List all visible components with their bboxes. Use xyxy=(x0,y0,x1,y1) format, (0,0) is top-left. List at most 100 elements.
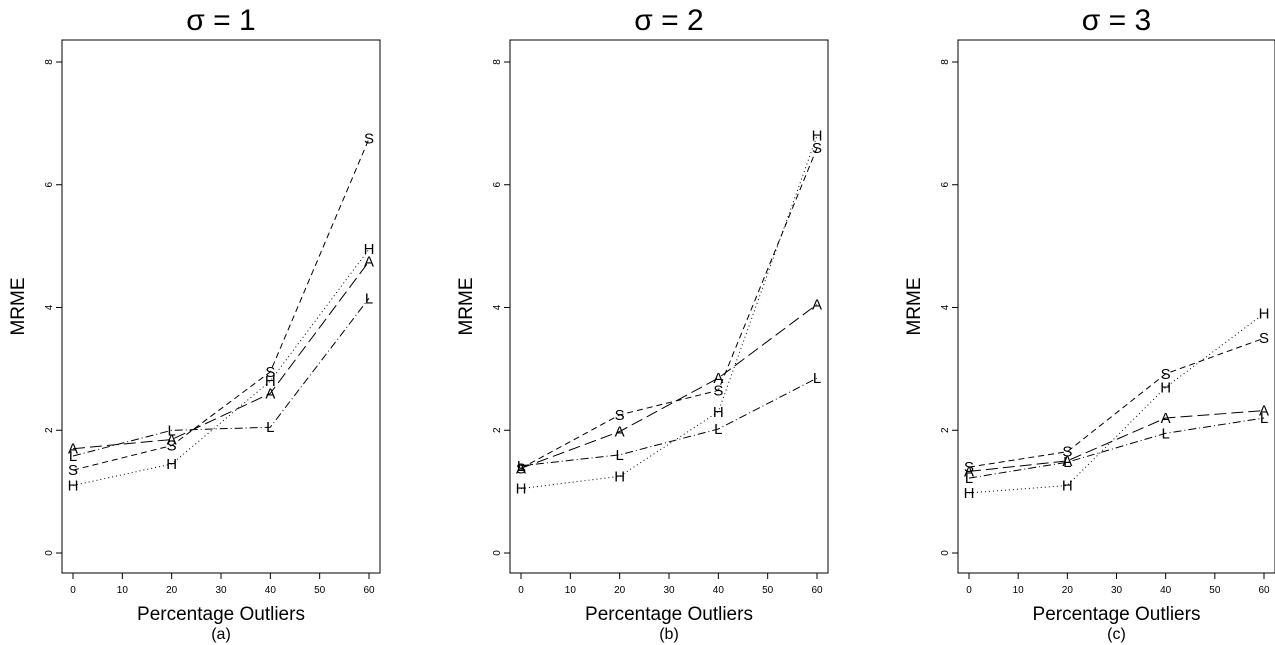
y-tick-label: 6 xyxy=(44,182,55,188)
data-point-A: A xyxy=(1161,410,1171,427)
plot-frame xyxy=(509,39,829,574)
y-tick-label: 2 xyxy=(44,427,55,433)
x-tick-label: 60 xyxy=(1258,585,1270,596)
y-tick-label: 4 xyxy=(940,304,951,310)
data-point-L: L xyxy=(167,422,175,439)
data-point-A: A xyxy=(1062,453,1072,470)
data-point-H: H xyxy=(713,404,724,421)
y-tick-label: 8 xyxy=(492,59,503,65)
x-tick-label: 50 xyxy=(762,585,774,596)
y-axis-title: MRME xyxy=(904,277,925,335)
series-line-S xyxy=(72,138,370,471)
data-point-L: L xyxy=(517,458,525,475)
y-tick-label: 0 xyxy=(492,550,503,556)
panel-caption: (c) xyxy=(1107,626,1126,643)
x-tick-label: 10 xyxy=(1013,585,1025,596)
y-tick-label: 0 xyxy=(44,550,55,556)
data-point-A: A xyxy=(516,460,526,477)
series-line-L xyxy=(968,417,1265,479)
data-point-L: L xyxy=(1260,410,1268,427)
data-point-A: A xyxy=(615,423,625,440)
data-point-H: H xyxy=(166,456,177,473)
chart-panel-1: σ = 1 0 10 20 30 40 50 60 0 2 4 6 8 Percentage Outlie… xyxy=(8,4,381,643)
data-point-A: A xyxy=(265,385,275,402)
panel-title: σ = 3 xyxy=(1082,4,1151,37)
data-point-S: S xyxy=(364,131,374,148)
data-point-L: L xyxy=(615,447,623,464)
y-tick-label: 4 xyxy=(492,304,503,310)
y-tick-label: 6 xyxy=(492,182,503,188)
panel-title: σ = 1 xyxy=(186,4,255,37)
series-line-S xyxy=(520,147,818,469)
x-tick-label: 0 xyxy=(518,585,524,596)
y-axis-title: MRME xyxy=(456,277,477,335)
data-point-S: S xyxy=(812,140,822,157)
x-tick-label: 30 xyxy=(1111,585,1123,596)
data-point-H: H xyxy=(516,481,527,498)
series-line-A xyxy=(968,410,1265,472)
data-point-L: L xyxy=(1063,454,1071,471)
panel-title: σ = 2 xyxy=(634,4,703,37)
data-point-H: H xyxy=(1062,477,1073,494)
data-point-S: S xyxy=(1259,330,1269,347)
x-tick-label: 40 xyxy=(265,585,277,596)
x-tick-label: 20 xyxy=(166,585,178,596)
data-point-S: S xyxy=(964,459,974,476)
x-tick-label: 50 xyxy=(1209,585,1221,596)
x-tick-label: 20 xyxy=(614,585,626,596)
y-tick-label: 4 xyxy=(44,304,55,310)
data-point-A: A xyxy=(364,253,374,270)
data-point-H: H xyxy=(812,128,823,145)
x-tick-label: 60 xyxy=(363,585,375,596)
data-point-H: H xyxy=(265,373,276,390)
x-axis-title: Percentage Outliers xyxy=(585,604,753,625)
y-tick-label: 8 xyxy=(940,59,951,65)
data-point-S: S xyxy=(167,438,177,455)
data-point-S: S xyxy=(1062,444,1072,461)
data-point-S: S xyxy=(713,382,723,399)
series-line-H xyxy=(520,135,818,490)
x-tick-label: 10 xyxy=(565,585,577,596)
data-point-H: H xyxy=(964,485,975,502)
data-point-L: L xyxy=(1161,425,1169,442)
series-line-A xyxy=(72,261,370,450)
series-line-L xyxy=(72,297,370,457)
plot-frame xyxy=(957,39,1275,574)
data-point-A: A xyxy=(68,441,78,458)
data-point-L: L xyxy=(266,419,274,436)
y-tick-label: 6 xyxy=(940,182,951,188)
data-point-S: S xyxy=(615,407,625,424)
x-tick-label: 10 xyxy=(117,585,129,596)
x-tick-label: 30 xyxy=(215,585,227,596)
y-tick-label: 0 xyxy=(940,550,951,556)
data-point-L: L xyxy=(365,290,373,307)
data-point-H: H xyxy=(68,477,79,494)
data-point-H: H xyxy=(1259,306,1270,323)
data-point-S: S xyxy=(265,364,275,381)
x-tick-label: 40 xyxy=(713,585,725,596)
data-point-H: H xyxy=(614,468,625,485)
series-line-L xyxy=(520,377,818,467)
data-point-A: A xyxy=(713,370,723,387)
data-point-A: A xyxy=(812,296,822,313)
series-line-H xyxy=(72,248,370,486)
data-point-S: S xyxy=(1161,366,1171,383)
data-point-L: L xyxy=(813,370,821,387)
x-tick-label: 60 xyxy=(811,585,823,596)
x-axis-title: Percentage Outliers xyxy=(137,604,305,625)
panel-caption: (a) xyxy=(211,626,231,643)
x-axis-title: Percentage Outliers xyxy=(1033,604,1201,625)
data-point-L: L xyxy=(965,470,973,487)
x-tick-label: 0 xyxy=(966,585,972,596)
series-line-S xyxy=(968,337,1265,468)
data-point-L: L xyxy=(69,448,77,465)
data-point-A: A xyxy=(1259,403,1269,420)
panel-caption: (b) xyxy=(659,626,679,643)
y-tick-label: 8 xyxy=(44,59,55,65)
series-line-A xyxy=(520,303,818,469)
y-axis-title: MRME xyxy=(8,277,29,335)
y-tick-label: 2 xyxy=(492,427,503,433)
data-point-L: L xyxy=(714,421,722,438)
series-line-H xyxy=(968,313,1265,494)
